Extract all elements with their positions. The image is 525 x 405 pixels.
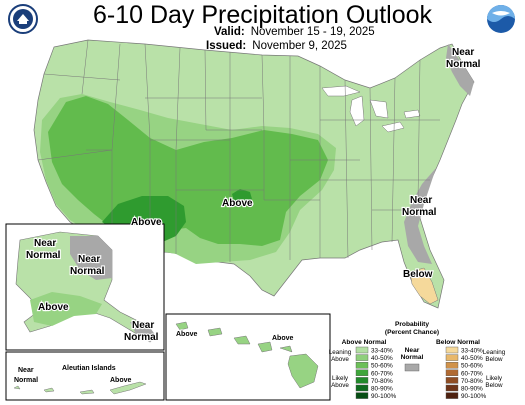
label-aleutian-above: Above: [110, 377, 132, 384]
label-ak-near-n2: Normal: [26, 250, 61, 261]
label-above-ok: Above: [222, 198, 253, 209]
legend-above-swatch-1: [355, 354, 369, 361]
label-ak-near-ne-1: Near: [78, 254, 100, 265]
legend-leaning-below-1: Leaning: [483, 349, 506, 356]
legend-near-header-1: Near: [405, 347, 420, 354]
legend-above-swatch-5: [355, 384, 369, 392]
legend-below-bin-0: 33-40%: [461, 348, 483, 355]
above-60-70-ok: [232, 189, 252, 203]
valid-value: November 15 - 19, 2025: [250, 26, 375, 38]
label-below-fl: Below: [403, 269, 433, 280]
legend-below-header: Below Normal: [436, 339, 480, 346]
legend-title-1: Probability: [395, 321, 429, 328]
near-normal-ne: [446, 44, 474, 96]
legend-above-swatch-3: [355, 369, 369, 376]
legend-leaning-above-2: Above: [331, 356, 349, 363]
legend-above-swatch-6: [355, 392, 369, 399]
label-aleutian-near-2: Normal: [14, 377, 38, 384]
label-near-normal-se-2: Normal: [402, 207, 437, 218]
legend-likely-below-1: Likely: [486, 375, 503, 382]
valid-date: Valid: November 15 - 19, 2025: [214, 26, 375, 38]
legend-above-swatch-4: [355, 377, 369, 384]
valid-label: Valid:: [214, 26, 245, 38]
aleutian-chain: [13, 381, 147, 395]
hawaii-islands: [175, 321, 319, 389]
legend-near-header-2: Normal: [401, 354, 424, 361]
legend-below-swatch-1: [445, 354, 459, 361]
below-fl: [409, 267, 439, 305]
legend-above-bin-5: 80-90%: [371, 386, 393, 393]
legend-leaning-above-1: Leaning: [329, 349, 352, 356]
label-near-normal-ne-2: Normal: [446, 59, 481, 70]
legend-above-bin-4: 70-80%: [371, 378, 393, 385]
legend-below-swatch-4: [445, 377, 459, 384]
label-ak-near-se-1: Near: [132, 320, 154, 331]
label-near-normal-ne-1: Near: [452, 47, 474, 58]
noaa-logo-icon: [487, 5, 515, 33]
label-ak-above: Above: [38, 302, 69, 313]
label-aleutian-near-1: Near: [18, 367, 34, 374]
issued-date: Issued: November 9, 2025: [206, 40, 347, 52]
label-near-normal-se-1: Near: [410, 195, 432, 206]
label-ak-near-ne-2: Normal: [70, 266, 105, 277]
legend-below-bin-1: 40-50%: [461, 355, 483, 362]
legend-below-swatch-5: [445, 384, 459, 392]
legend-likely-above-2: Above: [331, 382, 349, 389]
legend-below-swatch-6: [445, 392, 459, 399]
legend-above-swatch-0: [355, 346, 369, 354]
legend-near-swatch: [404, 363, 420, 372]
legend-likely-below-2: Below: [485, 382, 503, 389]
legend-title-2: (Percent Chance): [385, 329, 439, 336]
legend-below-swatch-0: [445, 346, 459, 354]
state-boundaries: [37, 39, 440, 262]
issued-value: November 9, 2025: [252, 40, 347, 52]
legend-above-bin-1: 40-50%: [371, 355, 393, 362]
legend-above-swatch-2: [355, 362, 369, 369]
legend-above-bin-6: 90-100%: [371, 393, 397, 400]
label-aleutian-title: Aleutian Islands: [62, 365, 116, 372]
alaska-near-normal-se: [130, 322, 156, 342]
page-title: 6-10 Day Precipitation Outlook: [92, 1, 433, 29]
label-ak-near-se-2: Normal: [124, 332, 159, 343]
legend-below-bin-6: 90-100%: [461, 393, 487, 400]
legend-below-bin-5: 80-90%: [461, 386, 483, 393]
near-normal-se: [404, 168, 436, 264]
label-hi-above-w: Above: [176, 331, 198, 338]
label-hi-above-e: Above: [272, 335, 294, 342]
legend-rows: 33-40% 33-40%40-50% 40-50%50-60% 50-60%60-7…: [355, 346, 487, 400]
legend-below-swatch-2: [445, 362, 459, 369]
legend-below-bin-4: 70-80%: [461, 378, 483, 385]
alaska-near-normal-ne: [70, 236, 112, 280]
legend-above-bin-0: 33-40%: [371, 348, 393, 355]
legend-above-bin-2: 50-60%: [371, 363, 393, 370]
great-lakes: [321, 85, 421, 133]
label-ak-near-n1: Near: [34, 238, 56, 249]
legend-leaning-below-2: Below: [485, 356, 503, 363]
issued-label: Issued:: [206, 40, 247, 52]
legend-above-bin-3: 60-70%: [371, 370, 393, 377]
alaska-above-40: [30, 292, 102, 326]
legend-below-bin-2: 50-60%: [461, 363, 483, 370]
legend-below-bin-3: 60-70%: [461, 370, 483, 377]
legend: Probability (Percent Chance) Above Norma…: [329, 321, 506, 400]
label-above-sw: Above: [131, 217, 162, 228]
legend-above-header: Above Normal: [342, 339, 387, 346]
legend-likely-above-1: Likely: [332, 375, 349, 382]
noaa-seal-icon: [8, 4, 38, 34]
legend-below-swatch-3: [445, 369, 459, 376]
